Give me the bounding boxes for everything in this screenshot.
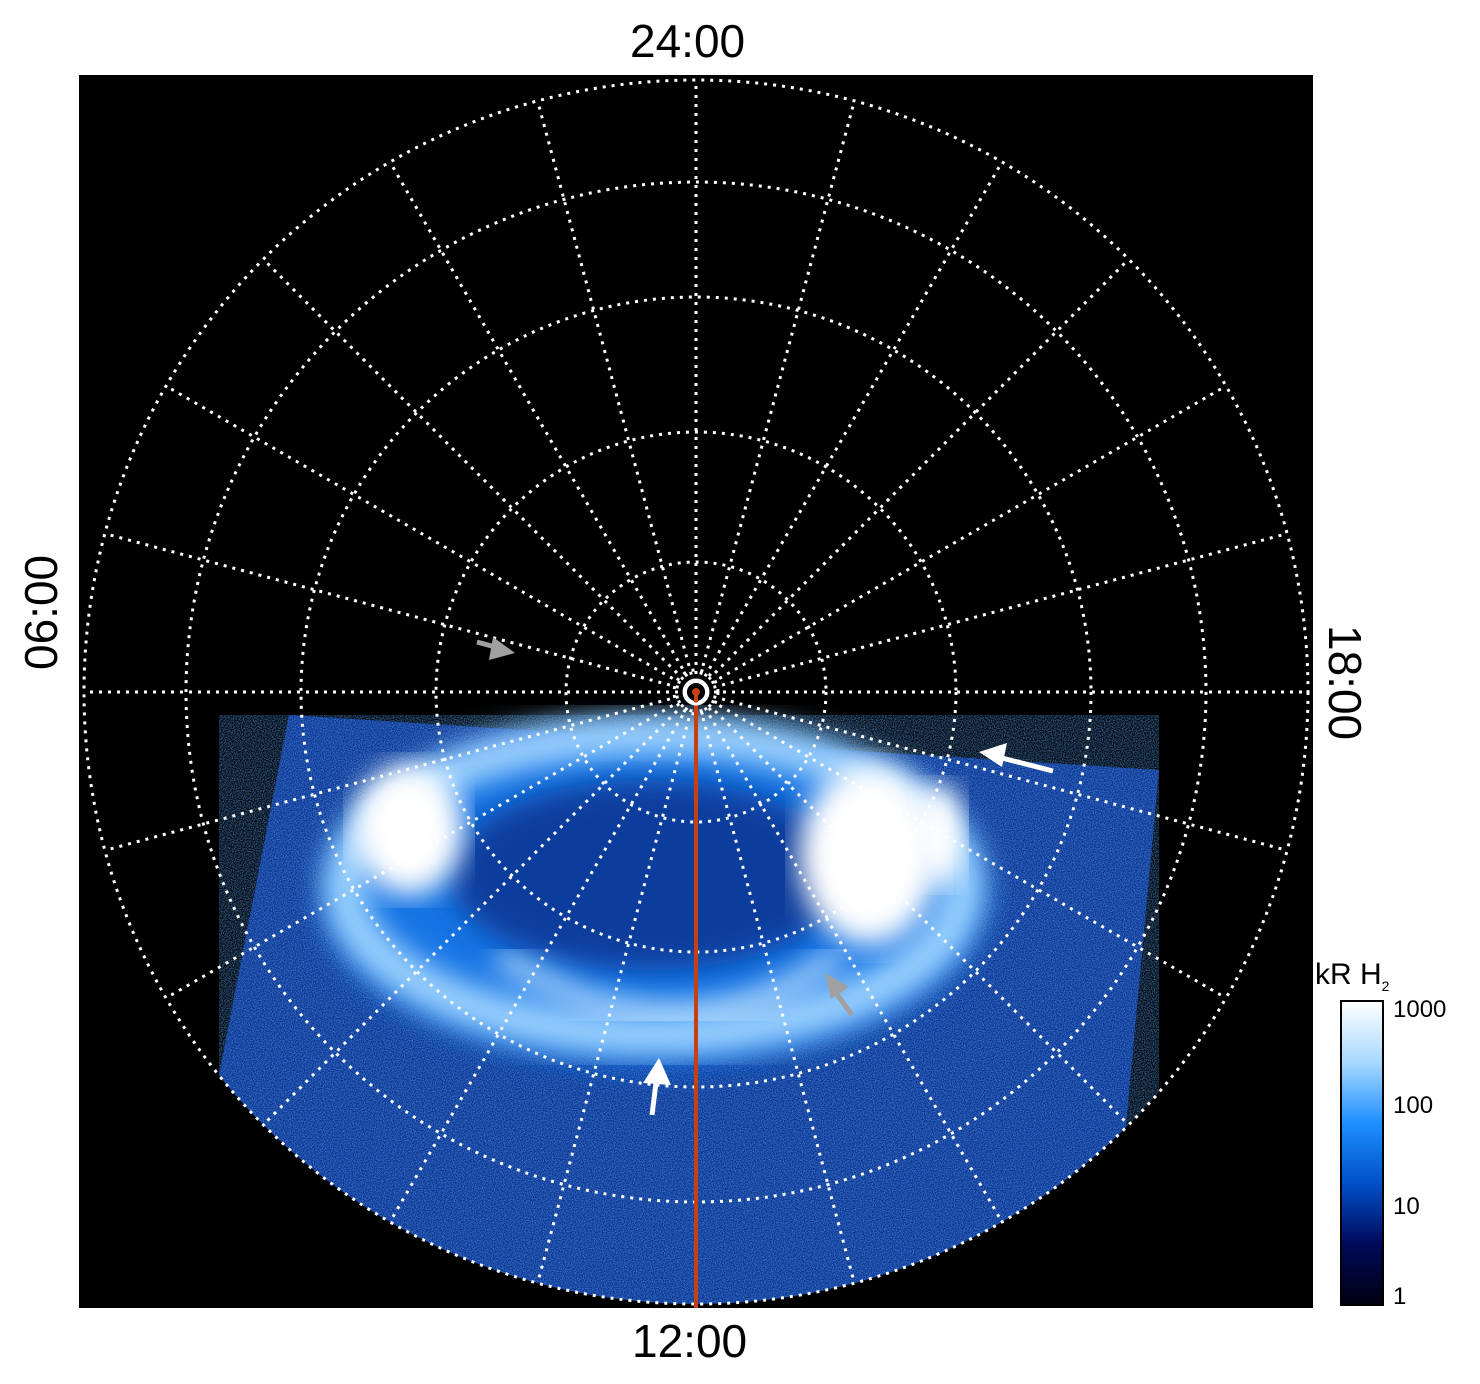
polar-grid-plot <box>82 78 1310 1308</box>
colorbar-title: kR H2 <box>1315 958 1390 994</box>
bright-spot-dusk-edge <box>914 785 964 885</box>
top-label-24: 24:00 <box>630 15 746 67</box>
longitude-line <box>695 532 1288 694</box>
longitude-line <box>388 691 698 1223</box>
longitude-line <box>694 100 856 693</box>
white-arrow-dusk <box>979 743 1054 774</box>
longitude-line <box>694 690 1130 1126</box>
colorbar-tick-10: 10 <box>1393 1193 1420 1220</box>
latitude-circle <box>434 430 958 954</box>
white-arrow-noon <box>643 1058 671 1116</box>
longitude-line <box>104 532 697 694</box>
left-label-06: 06:00 <box>15 554 67 670</box>
bright-spot-dawn <box>354 765 464 895</box>
longitude-line <box>104 690 697 852</box>
latitude-circle <box>299 295 1093 1089</box>
longitude-line <box>695 690 1227 1000</box>
longitude-line <box>695 690 1288 852</box>
colorbar-tick-100: 100 <box>1393 1092 1434 1119</box>
colorbar-tick-1000: 1000 <box>1393 996 1447 1023</box>
right-label-18: 18:00 <box>1319 625 1371 741</box>
longitude-line <box>694 258 1130 694</box>
latitude-circle <box>672 668 720 716</box>
longitude-line <box>694 161 1004 693</box>
longitude-line <box>165 690 697 1000</box>
longitude-line <box>165 384 697 694</box>
gray-arrow-dawn <box>476 637 515 660</box>
oval-interior <box>449 780 849 970</box>
aurora-emission <box>219 715 1159 1304</box>
pole-marker <box>682 678 710 706</box>
auroral-oval-ring <box>324 715 984 1055</box>
annotation-arrows <box>476 637 1054 1116</box>
pole-center-dot <box>692 688 700 696</box>
colorbar-tick-1: 1 <box>1393 1283 1407 1310</box>
gray-arrow-dusk <box>825 973 855 1017</box>
longitude-line <box>536 691 698 1284</box>
longitude-line <box>262 258 698 694</box>
oval-bright-arc <box>494 947 845 1024</box>
longitude-line <box>536 100 698 693</box>
latitude-circle <box>82 78 1310 1306</box>
latitude-circle <box>564 560 828 824</box>
bottom-label-12: 12:00 <box>632 1315 748 1367</box>
lat-lon-grid <box>82 78 1310 1306</box>
longitude-line <box>695 384 1227 694</box>
longitude-line <box>262 690 698 1126</box>
polar-projection-image <box>79 75 1313 1308</box>
bright-spot-dusk <box>799 765 939 945</box>
longitude-line <box>694 691 856 1284</box>
colorbar <box>1340 1000 1384 1306</box>
longitude-line <box>694 691 1004 1223</box>
longitude-line <box>388 161 698 693</box>
